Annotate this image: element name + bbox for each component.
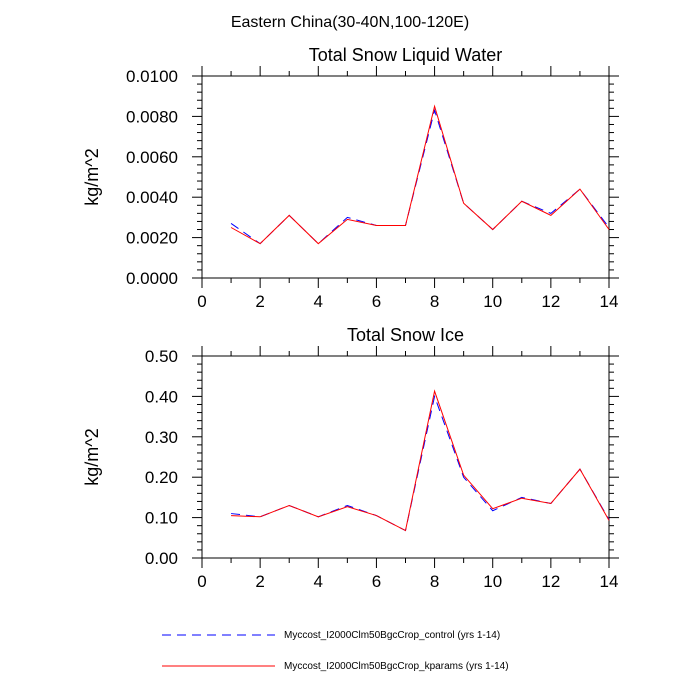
legend-label-control: Myccost_I2000Clm50BgcCrop_control (yrs 1… bbox=[284, 630, 500, 641]
x-tick-label: 8 bbox=[430, 292, 439, 311]
series-line-control bbox=[230, 108, 610, 245]
y-tick-label: 0.0080 bbox=[126, 107, 178, 126]
y-tick-label: 0.00 bbox=[145, 549, 178, 568]
y-tick-label: 0.10 bbox=[145, 509, 178, 528]
panel-snow-liquid-water: Total Snow Liquid Water kg/m^2 0 2 4 6 8 10 12 14… bbox=[82, 45, 619, 311]
series-line-kparams bbox=[231, 389, 610, 532]
y-tick-label: 0.30 bbox=[145, 428, 178, 447]
x-tick-label: 6 bbox=[372, 292, 381, 311]
x-tick-label: 6 bbox=[372, 572, 381, 591]
x-tick-label: 0 bbox=[197, 572, 206, 591]
y-tick-label: 0.0060 bbox=[126, 148, 178, 167]
plot-frame bbox=[201, 355, 610, 559]
y-tick-label: 0.50 bbox=[145, 347, 178, 366]
x-tick-label: 10 bbox=[483, 572, 502, 591]
y-tick-label: 0.0000 bbox=[126, 269, 178, 288]
chart-title: Total Snow Liquid Water bbox=[309, 45, 502, 65]
y-axis-label: kg/m^2 bbox=[82, 148, 102, 205]
x-tick-label: 10 bbox=[483, 292, 502, 311]
y-axis-label: kg/m^2 bbox=[82, 428, 102, 485]
plot-frame bbox=[201, 75, 610, 279]
x-tick-label: 8 bbox=[430, 572, 439, 591]
x-tick-label: 14 bbox=[600, 292, 619, 311]
legend: Myccost_I2000Clm50BgcCrop_control (yrs 1… bbox=[162, 630, 509, 672]
y-tick-label: 0.0040 bbox=[126, 188, 178, 207]
series-line-kparams bbox=[230, 104, 610, 245]
y-tick-label: 0.20 bbox=[145, 468, 178, 487]
legend-label-kparams: Myccost_I2000Clm50BgcCrop_kparams (yrs 1… bbox=[284, 661, 509, 672]
x-tick-label: 14 bbox=[600, 572, 619, 591]
x-tick-label: 4 bbox=[314, 572, 323, 591]
x-tick-label: 2 bbox=[255, 292, 264, 311]
chart-title: Total Snow Ice bbox=[347, 325, 464, 345]
x-tick-label: 0 bbox=[197, 292, 206, 311]
x-tick-label: 12 bbox=[541, 572, 560, 591]
y-tick-label: 0.40 bbox=[145, 387, 178, 406]
x-tick-label: 2 bbox=[255, 572, 264, 591]
figure-suptitle: Eastern China(30-40N,100-120E) bbox=[231, 14, 469, 31]
series-line-control bbox=[231, 394, 610, 532]
x-tick-label: 4 bbox=[314, 292, 323, 311]
y-tick-label: 0.0100 bbox=[126, 67, 178, 86]
y-tick-label: 0.0020 bbox=[126, 229, 178, 248]
panel-snow-ice: Total Snow Ice kg/m^2 0 2 4 6 8 10 12 14 0.00 0.10 0… bbox=[82, 325, 619, 591]
x-tick-label: 12 bbox=[541, 292, 560, 311]
